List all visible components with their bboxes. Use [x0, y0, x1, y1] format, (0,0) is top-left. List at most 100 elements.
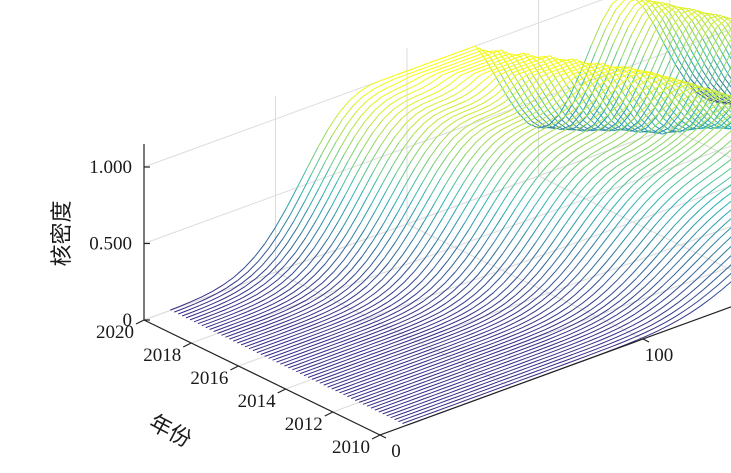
- surface-mesh-segment: [586, 67, 598, 83]
- surface-mesh-segment: [259, 272, 271, 283]
- surface-mesh-segment: [342, 105, 354, 120]
- surface-mesh-segment: [412, 221, 425, 240]
- surface-mesh-segment: [469, 344, 481, 350]
- surface-mesh-segment: [377, 315, 389, 322]
- surface-mesh-segment: [651, 46, 663, 71]
- surface-mesh-segment: [640, 71, 652, 74]
- surface-mesh-segment: [398, 390, 410, 396]
- surface-mesh-segment: [606, 165, 618, 175]
- surface-mesh-segment: [570, 126, 582, 134]
- surface-mesh-segment: [397, 407, 408, 413]
- surface-mesh-segment: [460, 70, 472, 76]
- surface-mesh-segment: [594, 152, 606, 160]
- surface-mesh-segment: [596, 289, 608, 300]
- surface-mesh-segment: [648, 198, 660, 211]
- surface-mesh-segment: [528, 153, 540, 166]
- surface-mesh-segment: [390, 386, 402, 392]
- surface-mesh-segment: [548, 326, 560, 333]
- surface-mesh-segment: [302, 304, 314, 312]
- surface-mesh-segment: [698, 42, 710, 63]
- surface-mesh-segment: [429, 90, 441, 97]
- surface-mesh-segment: [478, 329, 490, 336]
- surface-mesh-segment: [471, 220, 484, 238]
- surface-mesh-segment: [344, 273, 356, 285]
- surface-mesh-segment: [357, 334, 369, 340]
- surface-mesh-segment: [281, 273, 293, 284]
- surface-mesh-segment: [590, 147, 602, 155]
- surface-mesh-segment: [315, 285, 327, 295]
- surface-mesh-segment: [447, 311, 459, 318]
- surface-mesh-segment: [309, 328, 321, 334]
- surface-mesh-segment: [330, 320, 342, 326]
- surface-mesh-segment: [697, 248, 710, 260]
- surface-mesh-segment: [229, 306, 241, 313]
- surface-mesh-segment: [428, 248, 441, 264]
- surface-mesh-segment: [637, 209, 649, 223]
- surface-mesh-segment: [380, 130, 392, 146]
- surface-mesh-segment: [493, 186, 505, 204]
- surface-mesh-segment: [460, 357, 472, 363]
- surface-mesh-segment: [570, 279, 582, 291]
- surface-mesh-segment: [383, 392, 395, 398]
- surface-mesh-segment: [323, 354, 335, 359]
- surface-mesh-segment: [297, 208, 309, 228]
- surface-mesh-segment: [403, 348, 415, 353]
- surface-mesh-segment: [342, 353, 353, 359]
- surface-mesh-segment: [423, 357, 435, 363]
- surface-mesh-segment: [472, 49, 484, 55]
- surface-mesh-segment: [476, 304, 488, 312]
- surface-mesh-segment: [597, 137, 609, 145]
- surface-mesh-segment: [556, 331, 567, 337]
- surface-mesh-segment: [549, 218, 561, 235]
- surface-mesh-segment: [703, 56, 715, 80]
- surface-mesh-segment: [690, 12, 702, 22]
- surface-mesh-segment: [188, 305, 200, 311]
- surface-mesh-segment: [636, 180, 648, 192]
- surface-mesh-segment: [386, 384, 398, 390]
- surface-mesh-segment: [459, 60, 471, 66]
- surface-mesh-segment: [364, 355, 376, 361]
- surface-mesh-segment: [343, 390, 355, 396]
- surface-mesh-segment: [630, 0, 636, 2]
- surface-mesh-segment: [502, 238, 514, 255]
- surface-mesh-segment: [491, 346, 503, 351]
- surface-mesh-segment: [503, 378, 515, 384]
- surface-mesh-segment: [363, 88, 375, 97]
- surface-mesh-segment: [552, 357, 563, 363]
- surface-mesh-segment: [586, 78, 598, 90]
- surface-mesh-segment: [356, 285, 368, 295]
- surface-mesh-segment: [292, 365, 303, 371]
- surface-mesh-segment: [282, 352, 294, 357]
- surface-mesh-segment: [357, 126, 370, 144]
- surface-mesh-segment: [565, 156, 577, 167]
- surface-mesh-segment: [317, 301, 329, 309]
- surface-mesh-segment: [509, 79, 521, 91]
- surface-mesh-segment: [494, 51, 506, 57]
- surface-mesh-segment: [451, 57, 463, 62]
- surface-mesh-segment: [548, 276, 560, 288]
- floor-grid-x: [669, 127, 731, 159]
- surface-mesh-segment: [711, 69, 723, 93]
- surface-mesh-segment: [336, 313, 348, 320]
- surface-mesh-segment: [612, 20, 625, 44]
- surface-mesh-segment: [322, 174, 334, 196]
- surface-mesh-segment: [654, 182, 666, 193]
- surface-mesh-segment: [574, 72, 586, 78]
- surface-mesh-segment: [671, 305, 683, 314]
- surface-mesh-segment: [359, 266, 371, 279]
- surface-mesh-segment: [290, 232, 303, 249]
- surface-mesh-segment: [553, 142, 565, 151]
- surface-mesh-segment: [641, 111, 654, 126]
- surface-mesh-segment: [216, 287, 228, 295]
- surface-mesh-segment: [608, 300, 620, 310]
- surface-mesh-segment: [621, 273, 633, 285]
- surface-mesh-segment: [594, 89, 606, 101]
- surface-mesh-segment: [564, 136, 576, 144]
- surface-mesh-segment: [709, 192, 722, 202]
- y-tick-label: 2020: [96, 322, 134, 343]
- surface-mesh-segment: [441, 330, 453, 336]
- surface-mesh-segment: [332, 154, 345, 176]
- surface-mesh-segment: [189, 315, 201, 321]
- surface-mesh-segment: [479, 234, 492, 251]
- surface-mesh-segment: [315, 322, 327, 328]
